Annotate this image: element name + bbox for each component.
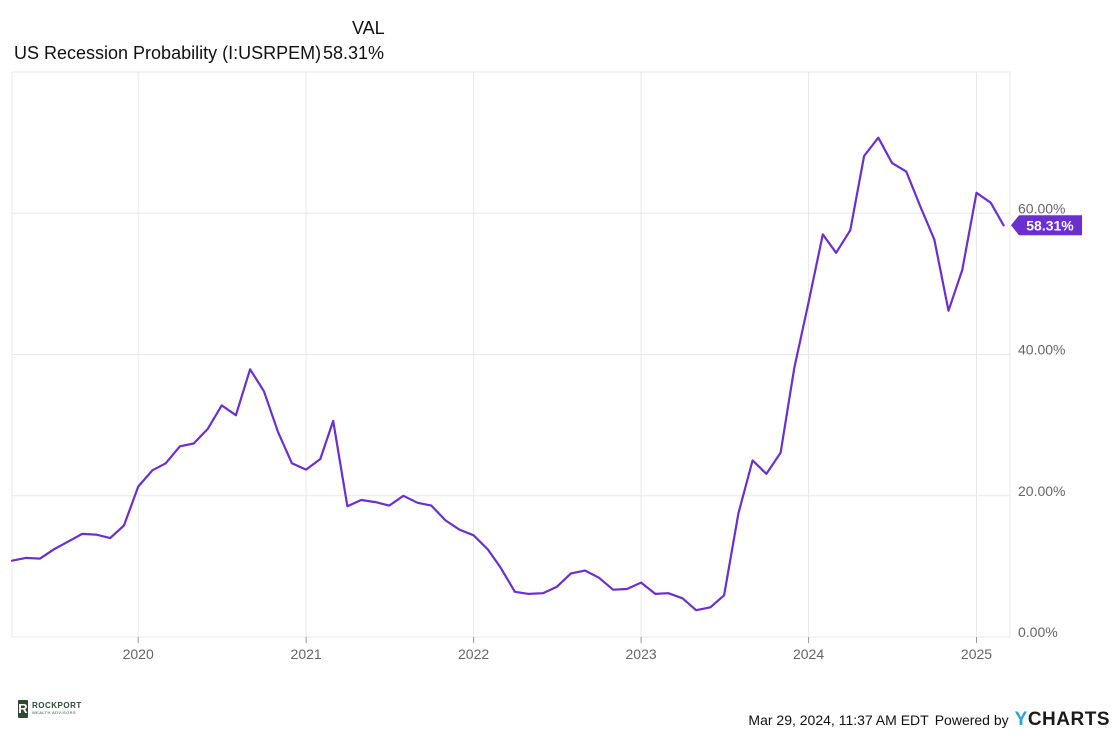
y-tick-label: 60.00% — [1018, 200, 1065, 216]
legend-column-header: VAL — [352, 18, 385, 38]
brand-mark-icon: R — [18, 700, 28, 718]
legend-series-value: 58.31% — [322, 43, 384, 63]
y-tick-label: 0.00% — [1018, 624, 1058, 640]
rockport-logo: R ROCKPORT WEALTH ADVISORS — [18, 700, 82, 718]
x-tick-label: 2024 — [793, 646, 824, 662]
y-axis-ticks: 0.00% 20.00% 40.00% 60.00% — [1018, 200, 1065, 640]
series-group — [10, 136, 1005, 612]
y-tick-label: 40.00% — [1018, 342, 1065, 358]
y-tick-label: 20.00% — [1018, 483, 1065, 499]
legend-series-label: US Recession Probability (I:USRPEM) — [14, 43, 322, 63]
last-value-label: 58.31% — [1026, 217, 1074, 233]
footer-powered-by: Powered by — [934, 712, 1009, 728]
last-value-badge-shape — [1011, 215, 1082, 236]
brand-name: ROCKPORT — [32, 701, 82, 710]
footer-attribution: Mar 29, 2024, 11:37 AM EDT Powered by YC… — [748, 709, 1110, 731]
grid-lines — [11, 71, 1011, 638]
x-axis-ticks: 2020 2021 2022 2023 2024 2025 — [123, 637, 992, 662]
series-line[interactable] — [10, 136, 1005, 612]
ycharts-logo[interactable]: YCHARTS — [1014, 709, 1110, 730]
x-tick-label: 2023 — [626, 646, 657, 662]
brand-subtitle: WEALTH ADVISORS — [32, 710, 76, 715]
last-value-badge: 58.31% — [1011, 215, 1082, 236]
footer-timestamp: Mar 29, 2024, 11:37 AM EDT — [748, 712, 929, 728]
x-tick-label: 2025 — [961, 646, 992, 662]
legend-series-row[interactable]: US Recession Probability (I:USRPEM) 58.3… — [14, 43, 384, 64]
x-tick-label: 2021 — [291, 646, 322, 662]
x-tick-label: 2022 — [458, 646, 489, 662]
x-tick-label: 2020 — [123, 646, 154, 662]
